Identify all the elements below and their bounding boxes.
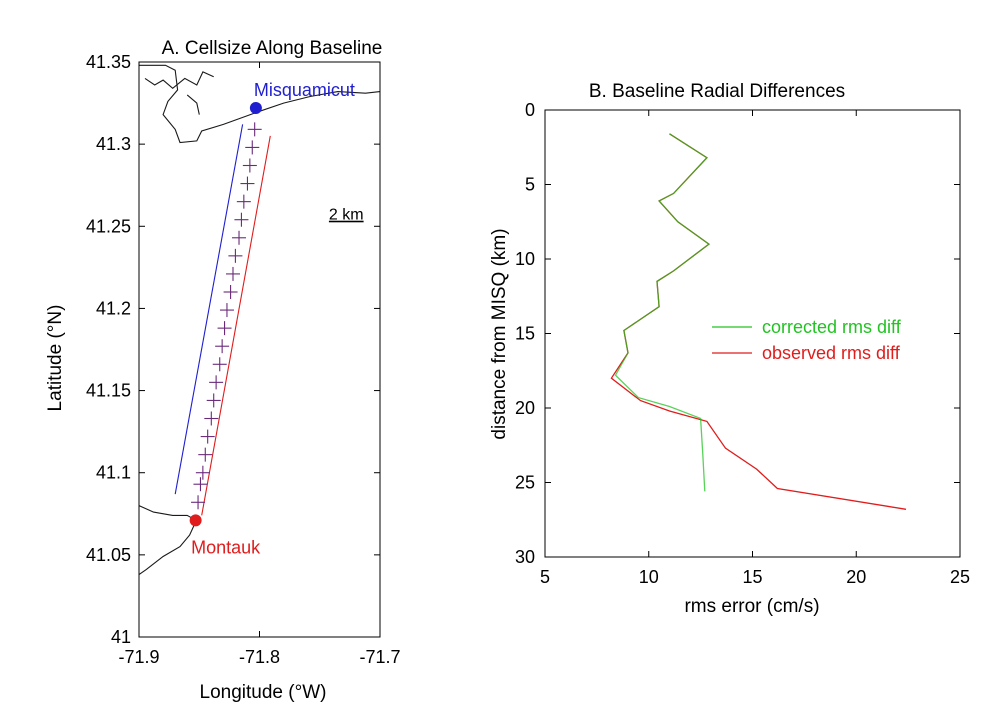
cell-marker [193, 477, 208, 492]
coastline-segment [144, 71, 214, 90]
cell-marker [232, 230, 247, 245]
x-tick-label: -71.9 [118, 647, 159, 667]
y-tick-label: 10 [515, 249, 535, 269]
panel-a-x-axis-label: Longitude (°W) [200, 682, 327, 703]
corrected-rms-line [614, 133, 710, 492]
panel-b-title: B. Baseline Radial Differences [589, 81, 845, 102]
cell-marker [225, 266, 240, 281]
panel-a-x-ticks: -71.9 -71.8 -71.7 [118, 62, 401, 667]
cell-marker [206, 393, 221, 408]
cell-marker [228, 248, 243, 263]
panel-a-y-axis-label: Latitude (°N) [45, 305, 66, 412]
panel-a-title: A. Cellsize Along Baseline [162, 38, 383, 59]
cell-marker [219, 303, 234, 318]
coastline-segment [139, 64, 260, 144]
cell-marker [204, 411, 219, 426]
y-tick-label: 41.15 [86, 381, 131, 401]
blue-beam-line [174, 124, 244, 495]
panel-b: B. Baseline Radial Differences 5 10 15 20 25… [489, 81, 970, 617]
coastline-segment [259, 91, 381, 112]
coastline [138, 64, 381, 576]
montauk-station-dot [189, 514, 202, 527]
y-tick-label: 5 [525, 175, 535, 195]
y-tick-label: 41.25 [86, 216, 131, 236]
legend-label: corrected rms diff [762, 317, 902, 337]
y-tick-label: 30 [515, 547, 535, 567]
panel-b-x-ticks: 5 10 15 20 25 [540, 110, 970, 587]
coastline-segment [138, 505, 194, 520]
legend-entry: observed rms diff [712, 343, 901, 363]
cell-marker [242, 158, 257, 173]
montauk-station-label: Montauk [191, 537, 261, 557]
cell-marker [245, 140, 260, 155]
misquamicut-station-label: Misquamicut [254, 80, 355, 100]
red-beam-line [201, 135, 271, 516]
x-tick-label: 25 [950, 567, 970, 587]
cell-marker [247, 122, 262, 137]
rms-series-lines [610, 133, 907, 510]
cell-marker [191, 495, 206, 510]
x-tick-label: -71.8 [239, 647, 280, 667]
panel-a-y-ticks: 41 41.05 41.1 41.15 41.2 41.25 41.3 41.35 [86, 52, 380, 647]
cell-marker [236, 194, 251, 209]
y-tick-label: 41.05 [86, 545, 131, 565]
panel-a: A. Cellsize Along Baseline Misquamicut Mo… [45, 38, 401, 703]
coastline-segment [138, 521, 197, 576]
cell-marker [234, 212, 249, 227]
cell-marker [209, 375, 224, 390]
cell-marker [223, 285, 238, 299]
cell-marker [212, 357, 227, 372]
cell-marker [240, 176, 255, 191]
panel-b-y-axis-label: distance from MISQ (km) [489, 228, 510, 439]
cell-marker [217, 321, 232, 336]
scale-annotation: 2 km [329, 207, 364, 224]
cell-marker [195, 465, 210, 480]
coastline-segment [186, 94, 200, 115]
x-tick-label: 10 [639, 567, 659, 587]
misquamicut-station-dot [249, 102, 262, 114]
legend-entry: corrected rms diff [712, 317, 902, 337]
y-tick-label: 41.2 [96, 298, 131, 318]
cell-marker [215, 339, 230, 354]
y-tick-label: 25 [515, 473, 535, 493]
y-tick-label: 41 [111, 627, 131, 647]
y-tick-label: 41.3 [96, 134, 131, 154]
x-tick-label: 20 [846, 567, 866, 587]
y-tick-label: 41.1 [96, 463, 131, 483]
x-tick-label: -71.7 [359, 647, 400, 667]
cell-marker [198, 447, 213, 462]
x-tick-label: 15 [742, 567, 762, 587]
beam-lines [174, 124, 271, 516]
x-tick-label: 5 [540, 567, 550, 587]
stations: Misquamicut Montauk [189, 80, 355, 557]
y-tick-label: 20 [515, 398, 535, 418]
cell-marker [200, 429, 215, 444]
panel-b-y-ticks: 0 5 10 15 20 25 30 [515, 100, 960, 567]
legend-label: observed rms diff [762, 343, 901, 363]
panel-b-x-axis-label: rms error (cm/s) [684, 596, 819, 617]
y-tick-label: 41.35 [86, 52, 131, 72]
y-tick-label: 0 [525, 100, 535, 120]
y-tick-label: 15 [515, 324, 535, 344]
cell-markers [191, 122, 262, 510]
panel-b-legend: corrected rms diff observed rms diff [712, 317, 902, 363]
